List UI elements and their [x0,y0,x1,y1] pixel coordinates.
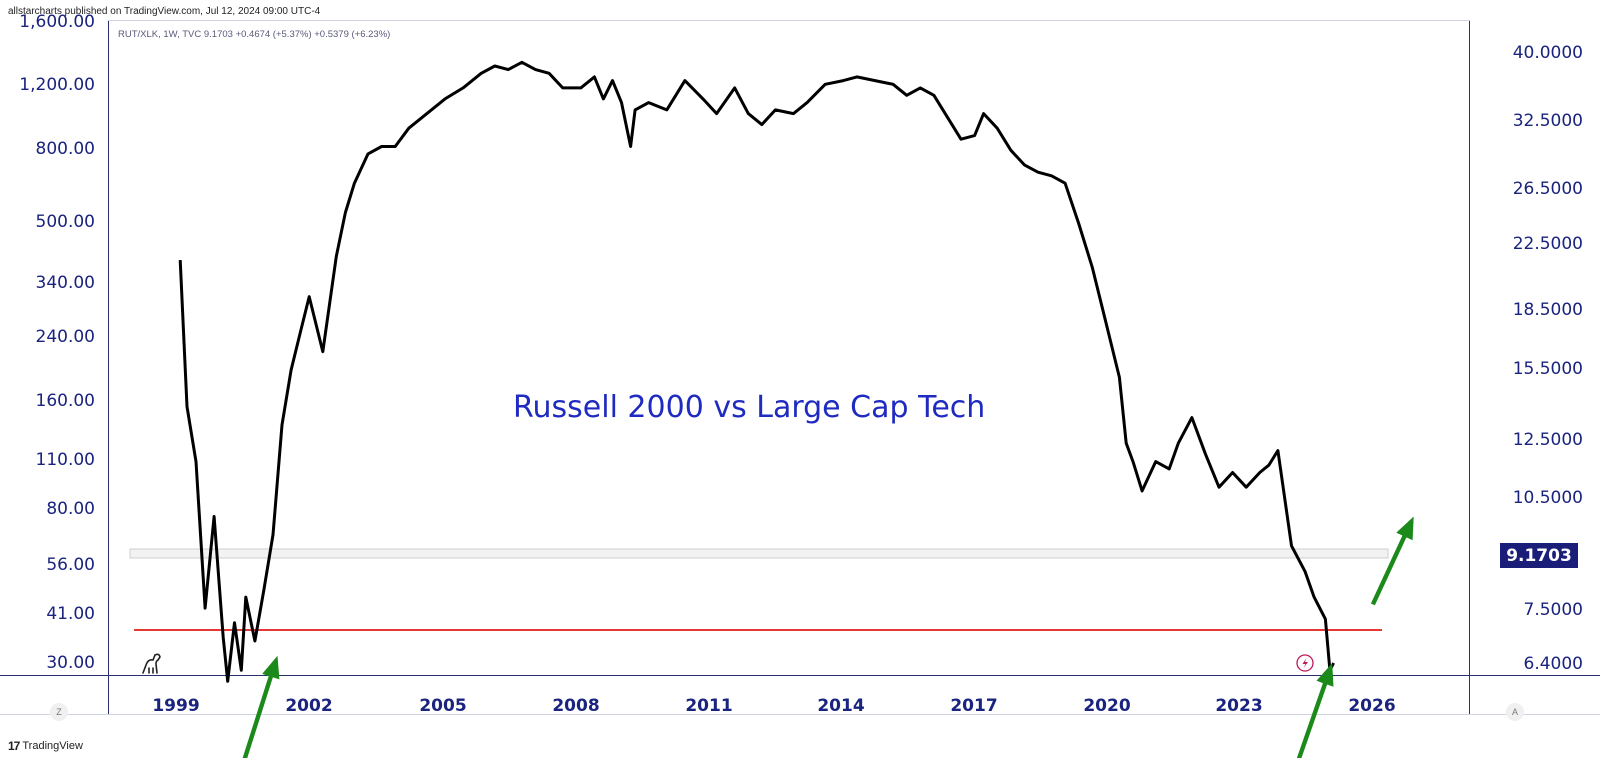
annotation-arrow [242,655,280,758]
left-tick-label: 500.00 [35,212,95,232]
x-tick-label: 2017 [950,696,998,716]
bottom-axis-border [0,675,1600,676]
left-tick-label: 1,200.00 [19,75,95,95]
right-tick-label: 6.4000 [1523,654,1583,674]
left-tick-label: 56.00 [46,555,95,575]
right-tick-label: 7.5000 [1523,600,1583,620]
right-tick-label: 12.5000 [1512,430,1583,450]
series-line [178,60,1335,683]
annotation-arrow [1370,516,1414,606]
zoom-button[interactable]: Z [50,703,68,721]
right-tick-label: 10.5000 [1512,488,1583,508]
x-tick-label: 2023 [1215,696,1263,716]
footer-border [0,714,1600,715]
annotation-arrows [242,516,1414,758]
left-tick-label: 41.00 [46,604,95,624]
right-tick-label: 40.0000 [1512,43,1583,63]
lightning-icon[interactable] [1296,654,1314,672]
left-tick-label: 30.00 [46,653,95,673]
left-tick-label: 80.00 [46,499,95,519]
chart-title: Russell 2000 vs Large Cap Tech [513,390,986,425]
right-tick-label: 18.5000 [1512,300,1583,320]
left-axis-border [108,20,109,714]
right-tick-label: 15.5000 [1512,359,1583,379]
x-tick-label: 2005 [419,696,467,716]
left-tick-label: 240.00 [35,327,95,347]
brand-label: TradingView [22,740,83,752]
x-tick-label: 2014 [817,696,865,716]
left-tick-label: 110.00 [35,450,95,470]
top-border [108,20,1470,21]
published-caption: allstarcharts published on TradingView.c… [8,6,321,17]
left-tick-label: 800.00 [35,139,95,159]
right-tick-label: 22.5000 [1512,234,1583,254]
x-tick-label: 1999 [152,696,200,716]
tradingview-logo-icon: 17 [8,739,20,753]
right-axis-border [1469,20,1470,714]
x-tick-label: 2011 [685,696,733,716]
left-tick-label: 160.00 [35,391,95,411]
x-tick-label: 2026 [1348,696,1396,716]
x-tick-label: 2020 [1083,696,1131,716]
symbol-legend: RUT/XLK, 1W, TVC 9.1703 +0.4674 (+5.37%)… [118,29,391,40]
x-tick-label: 2002 [285,696,333,716]
support-zone [129,548,1389,559]
dino-icon [142,653,161,674]
left-tick-label: 1,600.00 [19,12,95,32]
tradingview-brand[interactable]: 17 TradingView [8,739,83,753]
x-tick-label: 2008 [552,696,600,716]
last-price-badge: 9.1703 [1500,543,1578,568]
annotation-arrow [1296,663,1334,758]
right-tick-label: 26.5000 [1512,179,1583,199]
auto-scale-button[interactable]: A [1506,703,1524,721]
left-tick-label: 340.00 [35,273,95,293]
right-tick-label: 32.5000 [1512,111,1583,131]
